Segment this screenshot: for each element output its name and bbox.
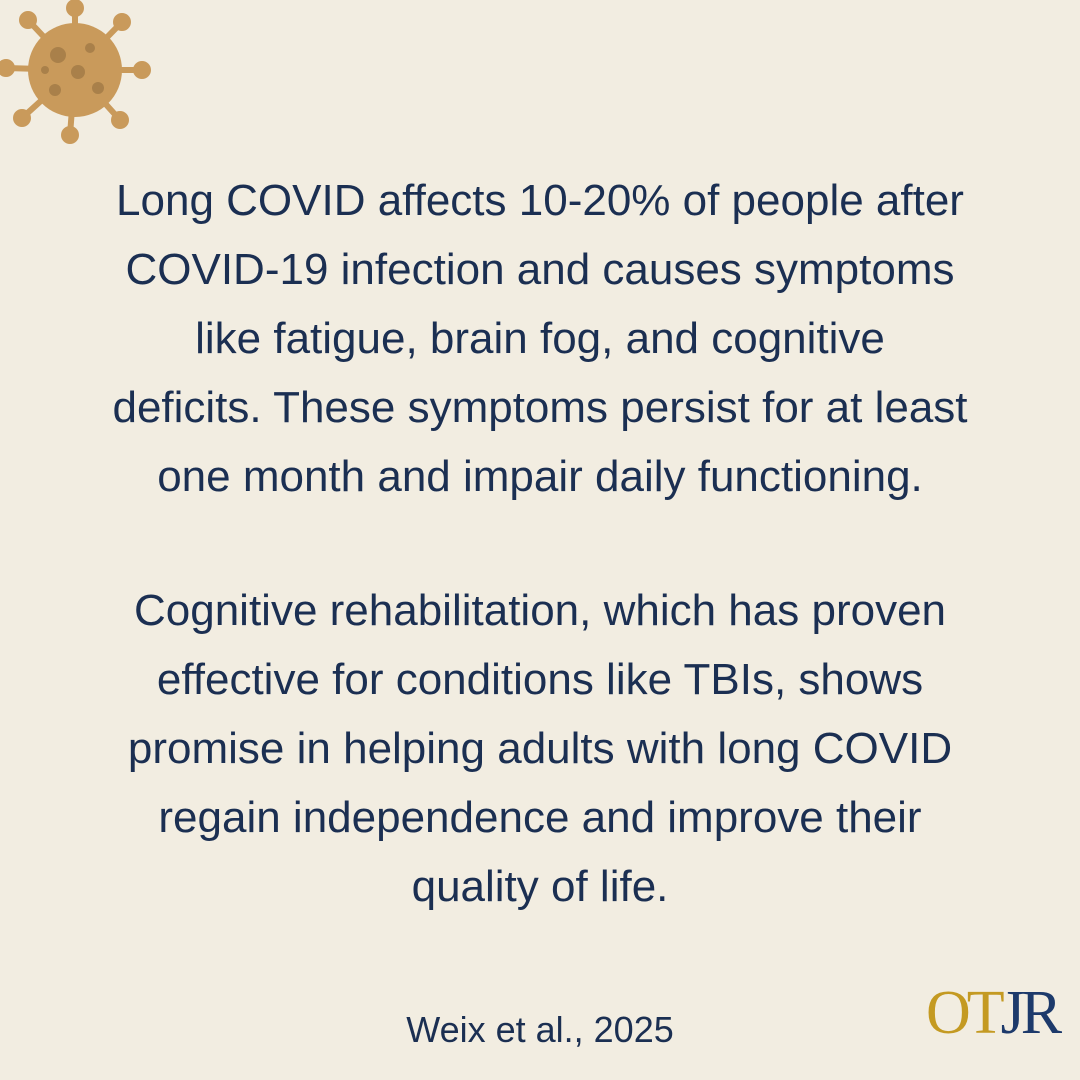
text-line: promise in helping adults with long COVI… [127, 724, 953, 773]
text-line: COVID-19 infection and causes symptoms [125, 245, 955, 294]
text-line: regain independence and improve their [158, 793, 922, 842]
text-line: deficits. These symptoms persist for at … [112, 383, 968, 432]
text-line: Long COVID affects 10-20% of people afte… [116, 176, 964, 225]
virus-icon [0, 0, 151, 144]
paragraph: Cognitive rehabilitation, which has prov… [0, 576, 1080, 921]
text-line: Cognitive rehabilitation, which has prov… [133, 586, 947, 635]
paragraph: Long COVID affects 10-20% of people afte… [0, 166, 1080, 511]
text-line: one month and impair daily functioning. [157, 452, 923, 501]
text-line: quality of life. [411, 862, 669, 911]
text-line: like fatigue, brain fog, and cognitive [195, 314, 885, 363]
logo-text: OT [926, 979, 1005, 1047]
text-line: effective for conditions like TBIs, show… [156, 655, 924, 704]
logo-text: JR [1000, 979, 1063, 1047]
logo: OTJR [926, 978, 1063, 1048]
citation: Weix et al., 2025 [406, 1009, 674, 1050]
